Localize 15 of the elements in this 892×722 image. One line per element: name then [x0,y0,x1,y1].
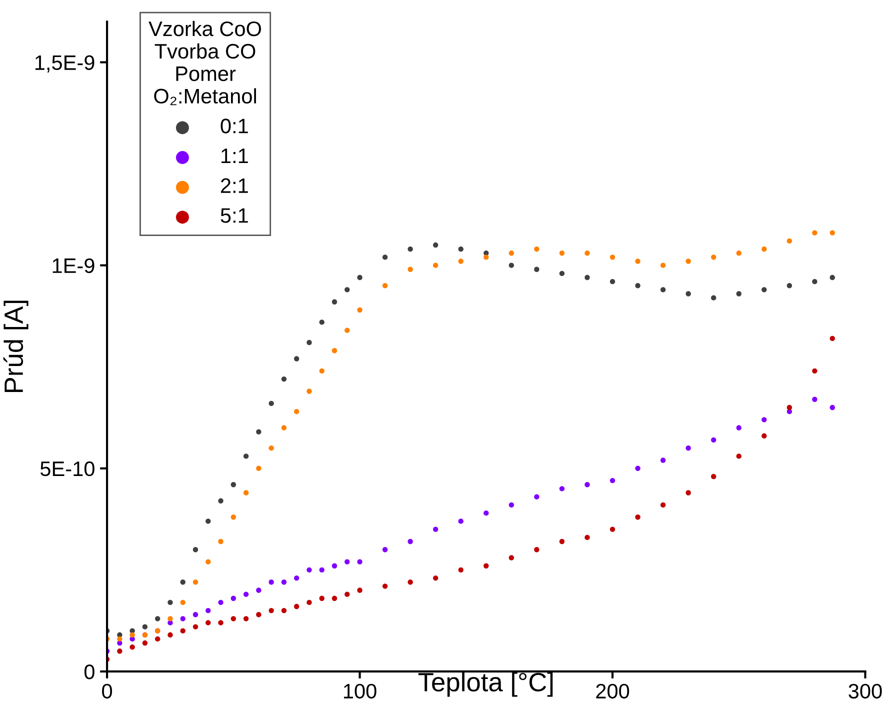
legend-label: 5:1 [220,208,248,223]
y-tick-label: 1E-9 [52,258,94,274]
legend-label: 0:1 [220,118,248,134]
x-tick-label: 100 [344,684,376,699]
y-tick-label: 5E-10 [40,461,94,476]
y-tick-label: 1,5E-9 [35,55,94,72]
x-tick-label: 0 [102,684,112,699]
legend-label: 1:1 [222,148,248,164]
x-tick-label: 300 [848,684,882,699]
x-axis-title: Teplota [°C] [418,672,553,697]
y-axis-title: Prúd [A] [3,300,28,392]
x-tick-label: 200 [596,684,630,699]
y-tick-label: 0 [84,664,94,680]
legend-label: 2:1 [221,178,248,193]
legend-title: Vzorka CoO Tvorba CO Pomer O₂:Metanol [148,20,262,106]
